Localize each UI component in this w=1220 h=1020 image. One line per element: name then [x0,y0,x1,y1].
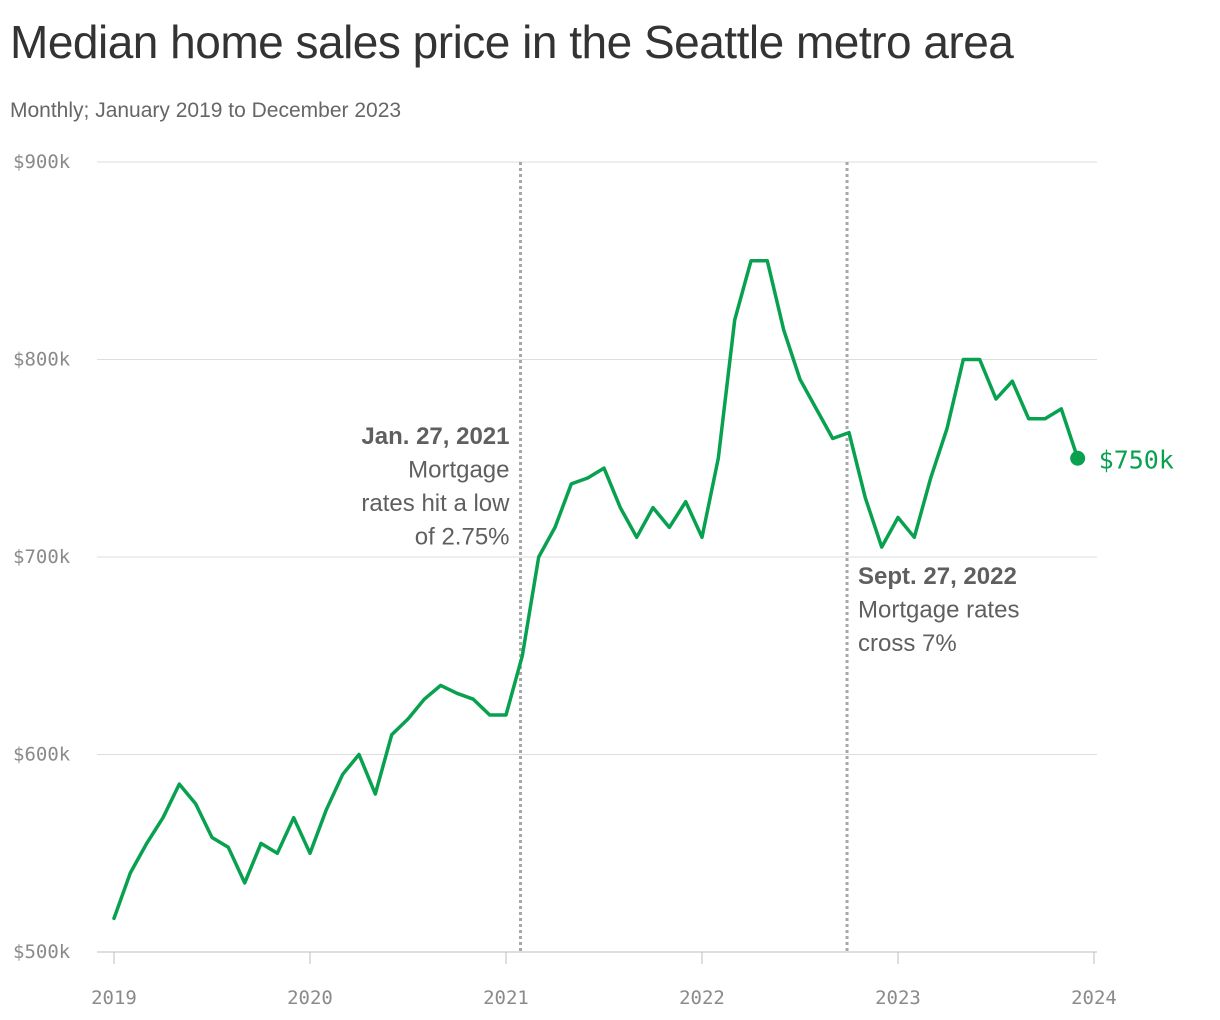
data-point [161,816,165,820]
annotation-date: Sept. 27, 2022 [858,563,1017,590]
data-point [553,525,557,529]
annotation-text: Mortgage rates [858,597,1019,624]
series-line-layer: $750k [112,259,1174,921]
data-point [863,496,867,500]
data-point [716,456,720,460]
data-point [978,358,982,362]
data-point [1059,407,1063,411]
data-point [292,816,296,820]
series-line [112,259,1080,921]
y-tick-label: $800k [13,349,71,371]
data-point [357,753,361,757]
data-point [537,555,541,559]
data-point [635,535,639,539]
data-point [210,835,214,839]
data-point [929,476,933,480]
data-point [341,772,345,776]
x-tick-label: 2024 [1071,987,1117,1009]
data-point [961,358,965,362]
y-axis-ticks: $500k $600k $700k $800k $900k [13,151,71,963]
data-point [259,841,263,845]
data-point [177,782,181,786]
data-point [308,851,312,855]
data-point [112,916,116,920]
data-point [1027,417,1031,421]
data-point [765,259,769,263]
data-point [782,328,786,332]
data-point [520,654,524,658]
chart-title: Median home sales price in the Seattle m… [10,16,1014,68]
data-point [651,506,655,510]
data-point [455,691,459,695]
data-point [275,851,279,855]
data-point [439,683,443,687]
data-point [569,482,573,486]
annotation-text: of 2.75% [415,524,510,551]
data-point [814,407,818,411]
data-point [226,845,230,849]
annotation-text: Mortgage [408,457,509,484]
data-point [488,713,492,717]
x-tick-label: 2022 [679,987,725,1009]
end-value-label: $750k [1099,445,1174,474]
data-point [667,525,671,529]
x-tick-label: 2020 [287,987,333,1009]
data-point [471,697,475,701]
data-point [390,733,394,737]
data-point [880,545,884,549]
x-tick-label: 2021 [483,987,529,1009]
y-tick-label: $900k [13,151,71,173]
annotation-text: cross 7% [858,630,957,657]
data-point [847,431,851,435]
data-point [684,500,688,504]
data-point [504,713,508,717]
data-point [700,535,704,539]
data-point [373,792,377,796]
data-point [1043,417,1047,421]
annotation-text: rates hit a low [361,490,510,517]
y-tick-label: $600k [13,744,71,766]
data-point [128,871,132,875]
data-point [749,259,753,263]
data-point [945,427,949,431]
data-point [243,881,247,885]
data-point [912,535,916,539]
data-point [994,397,998,401]
data-point [194,802,198,806]
gridlines [97,161,1097,953]
chart-subtitle: Monthly; January 2019 to December 2023 [10,99,402,122]
annotation-date: Jan. 27, 2021 [361,423,509,450]
data-point [618,506,622,510]
data-point [896,516,900,520]
data-point [145,841,149,845]
data-point [733,318,737,322]
annotations: Jan. 27, 2021 Mortgage rates hit a low of 2… [361,162,1019,952]
x-axis-ticks: 2019 2020 2021 2022 2023 2024 [91,952,1117,1009]
x-tick-label: 2023 [875,987,921,1009]
data-point [324,808,328,812]
data-point [602,466,606,470]
data-point [586,476,590,480]
x-tick-label: 2019 [91,987,137,1009]
data-point [1010,379,1014,383]
data-point [422,697,426,701]
data-point [831,437,835,441]
end-point-marker [1070,450,1086,466]
y-tick-label: $500k [13,941,71,963]
data-point [798,377,802,381]
data-point [406,717,410,721]
y-tick-label: $700k [13,546,71,568]
